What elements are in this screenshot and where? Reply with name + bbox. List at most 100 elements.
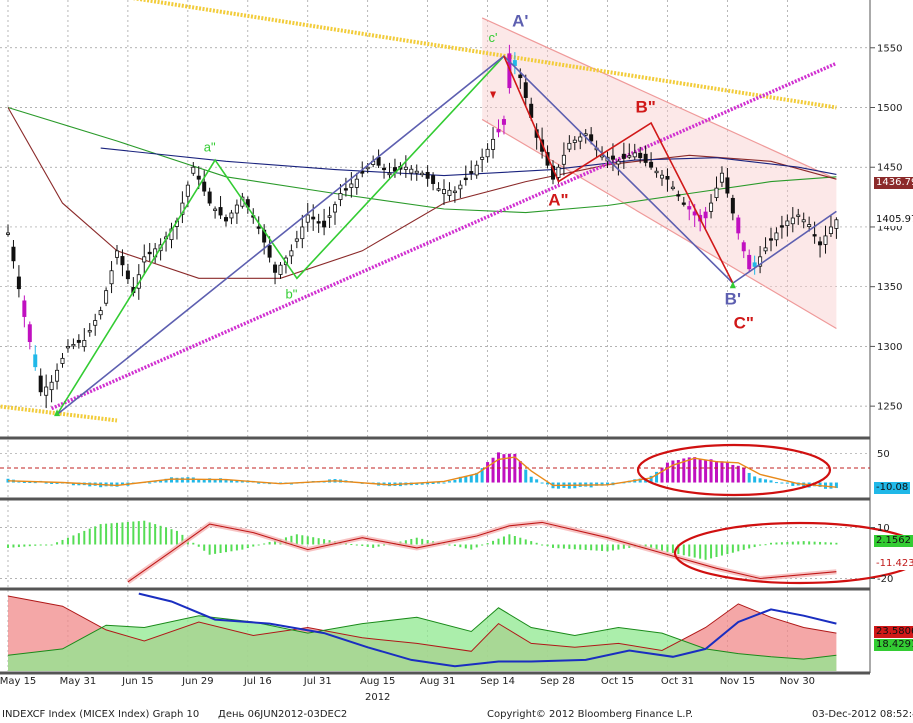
wave-label: B' [725, 290, 741, 309]
momentum-bar [480, 468, 484, 483]
macd-histogram-bar [257, 544, 260, 546]
momentum-bar [829, 482, 833, 489]
yellow-trendline [132, 0, 837, 110]
macd-histogram-bar [23, 544, 26, 547]
candle-body [267, 245, 272, 258]
channel-upper-line [481, 17, 837, 180]
candle-body [436, 188, 441, 191]
candle-body [823, 235, 828, 245]
macd-histogram-bar [562, 544, 565, 549]
y-tick-label: 1350 [877, 282, 902, 293]
momentum-bar [671, 460, 675, 483]
candle-body [360, 170, 365, 174]
signal-triangle [54, 409, 61, 417]
macd-histogram-bar [137, 521, 140, 545]
candle-body [65, 346, 70, 349]
macd-histogram-bar [693, 544, 696, 558]
momentum-bar [780, 482, 784, 484]
candle-body [452, 190, 457, 194]
candle-body [120, 256, 125, 266]
macd-histogram-bar [165, 527, 168, 545]
macd-panel [7, 519, 838, 584]
macd-histogram-bar [148, 522, 151, 545]
candle-body [752, 262, 757, 267]
candle-body [289, 250, 294, 257]
momentum-bar [6, 478, 10, 483]
wave-label: A" [548, 190, 568, 209]
macd-histogram-bar [110, 523, 113, 545]
candle-body [523, 82, 528, 98]
macd-histogram-bar [94, 526, 97, 545]
macd-histogram-bar [502, 536, 505, 545]
macd-histogram-bar [720, 544, 723, 556]
macd-histogram-bar [453, 544, 456, 547]
macd-histogram-bar [775, 542, 778, 545]
candle-body [801, 219, 806, 223]
macd-histogram-bar [731, 544, 734, 553]
macd-histogram-bar [45, 544, 48, 546]
momentum-bar [682, 458, 686, 483]
wave-label: a" [204, 140, 216, 155]
momentum-bar [600, 482, 604, 486]
macd-histogram-bar [116, 522, 118, 545]
candle-body [202, 181, 207, 192]
candle-body [643, 153, 648, 163]
macd-histogram-bar [513, 536, 516, 545]
macd-histogram-bar [655, 544, 658, 550]
macd-histogram-bar [175, 530, 178, 545]
candle-body [207, 191, 212, 204]
candle-body [556, 166, 561, 178]
candle-body [409, 168, 414, 174]
panel-frames [0, 0, 871, 675]
momentum-bar [491, 457, 495, 483]
momentum-bar [742, 467, 746, 483]
x-tick-label: Jul 16 [243, 676, 272, 687]
candle-body [812, 234, 817, 237]
macd-histogram-bar [595, 544, 598, 551]
macd-histogram-bar [497, 538, 500, 545]
macd-histogram-bar [671, 544, 674, 553]
momentum-bar [55, 482, 59, 484]
momentum-bar [595, 482, 599, 486]
momentum-bar [698, 459, 702, 483]
macd-histogram-bar [17, 544, 20, 548]
x-tick-label: Aug 15 [360, 676, 395, 687]
y-tick-label: 1550 [877, 43, 902, 54]
candle-body [649, 161, 654, 168]
momentum-bar [148, 482, 152, 484]
candle-body [38, 375, 43, 393]
candle-body [730, 197, 735, 214]
macd-histogram-bar [366, 544, 369, 547]
macd-histogram-bar [34, 544, 37, 546]
candle-body [218, 207, 223, 216]
macd-badge: 2.1562 [874, 534, 913, 547]
candle-body [305, 214, 310, 223]
macd-histogram-bar [508, 534, 511, 545]
macd-histogram-bar [230, 544, 233, 552]
momentum-bar [213, 479, 217, 483]
macd-signal-badge: -11.4238 [874, 557, 913, 570]
macd-histogram-bar [219, 544, 222, 553]
momentum-bar [175, 477, 179, 483]
momentum-bar [22, 481, 26, 483]
macd-histogram-bar [159, 525, 162, 545]
momentum-bar [235, 480, 239, 483]
momentum-badge: -10.08 [874, 482, 911, 494]
momentum-bar [540, 482, 544, 484]
momentum-bar [834, 482, 838, 489]
candle-body [769, 238, 774, 241]
y-tick-label: 50 [877, 449, 890, 460]
macd-histogram-bar [143, 520, 146, 545]
macd-histogram-bar [486, 543, 489, 545]
macd-histogram-bar [154, 524, 157, 545]
candle-body [709, 202, 714, 212]
candle-body [278, 264, 283, 275]
candle-body [55, 369, 60, 382]
macd-histogram-bar [290, 535, 293, 545]
momentum-bar [747, 472, 751, 483]
macd-histogram-bar [617, 544, 620, 550]
x-tick-label: Aug 31 [420, 676, 455, 687]
candle-body [763, 247, 768, 252]
candle-body [714, 187, 719, 198]
macd-histogram-bar [66, 537, 69, 545]
